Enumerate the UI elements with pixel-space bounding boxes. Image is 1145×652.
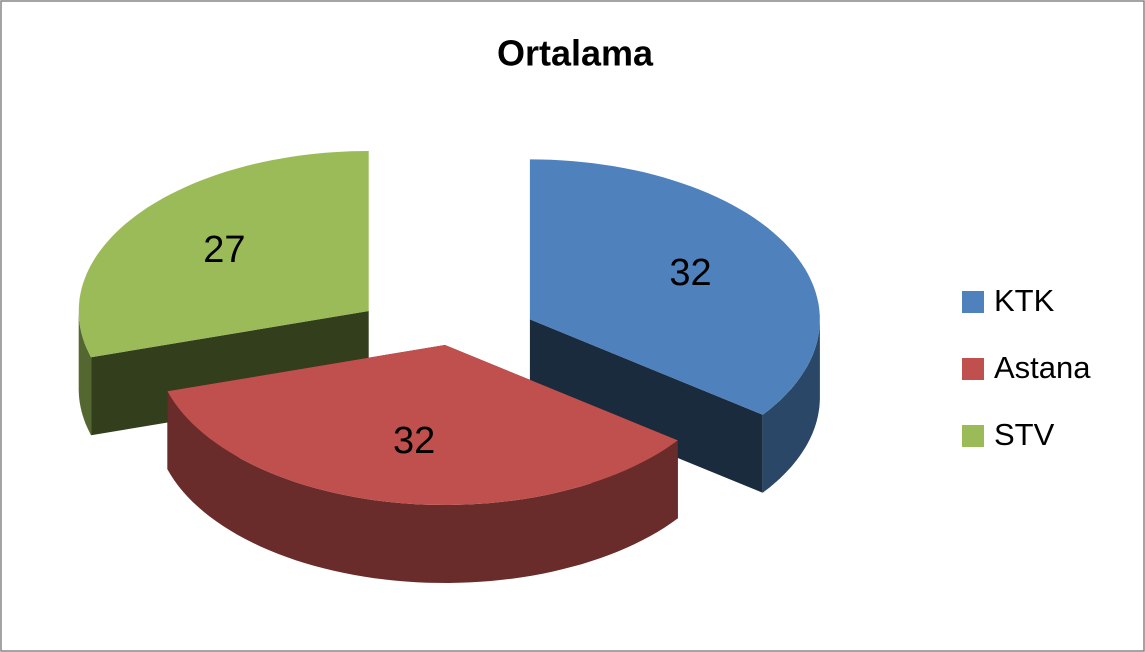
legend-swatch xyxy=(962,425,984,447)
slice-cut-face xyxy=(529,319,763,493)
legend-label: STV xyxy=(994,417,1055,452)
legend-swatch xyxy=(962,358,984,380)
legend-swatch xyxy=(962,291,984,313)
slice xyxy=(167,345,678,505)
slice-cut-face xyxy=(91,311,369,436)
slice xyxy=(529,159,820,415)
legend-label: KTK xyxy=(994,283,1055,318)
slice-side xyxy=(167,391,678,583)
data-label: 27 xyxy=(203,229,245,271)
data-label: 32 xyxy=(669,252,711,294)
slice-side xyxy=(762,319,820,493)
slice-side xyxy=(78,311,92,436)
slice xyxy=(78,151,369,358)
chart-title: Ortalama xyxy=(497,33,654,74)
data-label: 32 xyxy=(393,420,435,462)
legend-label: Astana xyxy=(994,350,1091,385)
